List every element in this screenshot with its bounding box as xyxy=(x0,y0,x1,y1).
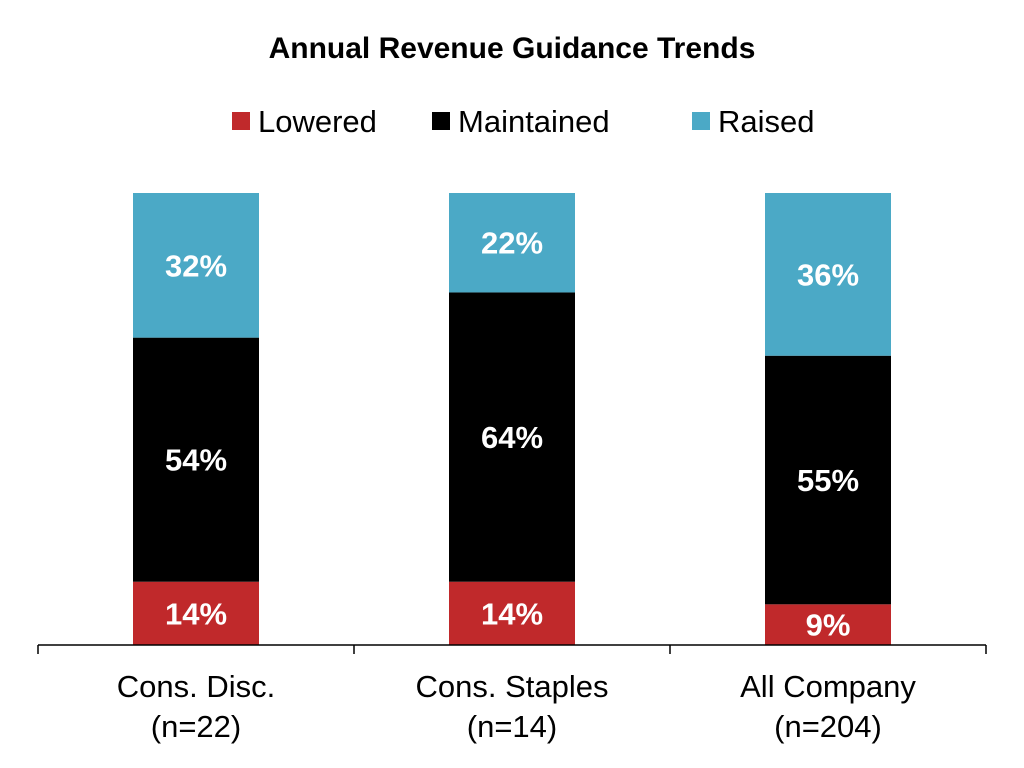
legend: Lowered Maintained Raised xyxy=(232,104,815,139)
data-label-maintained-1: 64% xyxy=(481,420,543,455)
legend-label-maintained: Maintained xyxy=(458,104,610,139)
category-label-1: Cons. Staples (n=14) xyxy=(416,669,609,744)
category-label-2: All Company (n=204) xyxy=(740,669,916,744)
data-labels-group: 14% 54% 32% 14% 64% 22% 9% 55% 36% xyxy=(165,226,859,643)
legend-swatch-maintained xyxy=(432,112,450,130)
bar-maintained-1 xyxy=(449,292,575,582)
data-label-lowered-1: 14% xyxy=(481,596,543,631)
data-label-lowered-0: 14% xyxy=(165,596,227,631)
legend-swatch-raised xyxy=(692,112,710,130)
legend-swatch-lowered xyxy=(232,112,250,130)
x-axis: Cons. Disc. (n=22) Cons. Staples (n=14) All … xyxy=(37,644,987,744)
bar-lowered-2 xyxy=(765,604,891,645)
data-label-lowered-2: 9% xyxy=(806,608,851,643)
bars-group xyxy=(133,193,891,645)
data-label-raised-0: 32% xyxy=(165,248,227,283)
legend-label-raised: Raised xyxy=(718,104,815,139)
data-label-maintained-2: 55% xyxy=(797,463,859,498)
bar-raised-1 xyxy=(449,193,575,293)
data-label-raised-2: 36% xyxy=(797,257,859,292)
bar-raised-2 xyxy=(765,193,891,356)
bar-maintained-0 xyxy=(133,337,259,582)
bar-maintained-2 xyxy=(765,355,891,605)
data-label-raised-1: 22% xyxy=(481,226,543,261)
data-label-maintained-0: 54% xyxy=(165,443,227,478)
chart-title: Annual Revenue Guidance Trends xyxy=(269,32,756,65)
category-label-0: Cons. Disc. (n=22) xyxy=(117,669,275,744)
bar-lowered-0 xyxy=(133,581,259,645)
bar-lowered-1 xyxy=(449,581,575,645)
legend-label-lowered: Lowered xyxy=(258,104,377,139)
bar-raised-0 xyxy=(133,193,259,338)
